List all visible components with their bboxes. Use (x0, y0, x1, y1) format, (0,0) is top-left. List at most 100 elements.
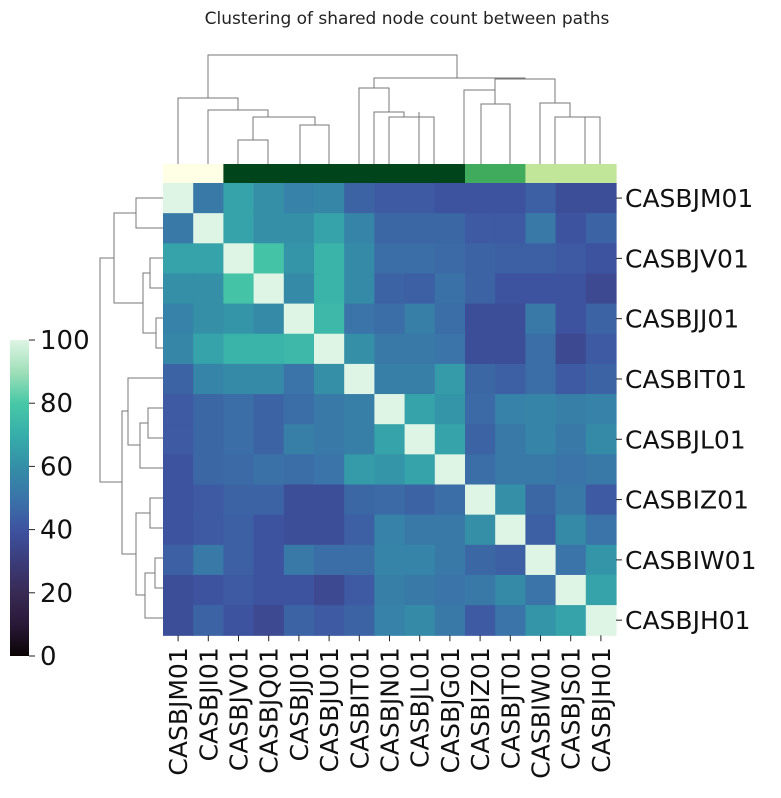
cluster-color-cell (314, 164, 345, 183)
heatmap-cell (283, 333, 315, 365)
heatmap-cell (193, 394, 224, 425)
heatmap-cell (555, 273, 587, 305)
dendrogram-link (127, 377, 163, 446)
heatmap-cell (283, 183, 315, 214)
heatmap-cell (465, 424, 496, 455)
dendrogram-link (480, 103, 511, 164)
heatmap-cell (163, 424, 194, 455)
dendrogram-link (149, 257, 163, 289)
dendrogram-link (299, 124, 330, 164)
heatmap-cell (253, 243, 285, 275)
heatmap-cell (525, 454, 557, 486)
heatmap-cell (163, 605, 194, 636)
dendrogram-link (149, 497, 163, 529)
heatmap-cell (163, 243, 194, 275)
cluster-color-cell (585, 164, 617, 183)
dendrogram-link (418, 116, 435, 164)
heatmap-cell (434, 183, 466, 214)
heatmap-cell (465, 213, 496, 244)
heatmap-cell (465, 574, 496, 606)
heatmap-cell (404, 273, 436, 305)
heatmap-cell (555, 544, 587, 576)
x-tick-label: CASBJL01 (406, 647, 435, 768)
heatmap-cell (193, 243, 224, 275)
heatmap-cell (495, 484, 526, 516)
heatmap-cell (374, 363, 406, 395)
heatmap-cell (223, 243, 255, 275)
heatmap-cell (585, 213, 617, 244)
x-tick-label: CASBJN01 (376, 647, 405, 772)
heatmap-cell (344, 454, 375, 486)
heatmap-cell (495, 303, 526, 335)
heatmap-cell (223, 454, 255, 486)
heatmap-cell (434, 605, 466, 636)
heatmap-cell (344, 484, 375, 516)
cluster-color-cell (465, 164, 496, 183)
x-tick-label: CASBIZ01 (466, 647, 495, 771)
heatmap-cell (434, 424, 466, 455)
heatmap-cell (163, 183, 194, 214)
cluster-color-cell (374, 164, 406, 183)
dendrogram-link (207, 109, 269, 164)
heatmap-cell (585, 605, 617, 636)
heatmap-cell (283, 213, 315, 244)
heatmap-cell (163, 454, 194, 486)
heatmap-cell (223, 183, 255, 214)
cluster-color-cell (555, 164, 587, 183)
heatmap-cell (434, 484, 466, 516)
heatmap-cell (404, 333, 436, 365)
heatmap-cell (465, 333, 496, 365)
heatmap-cell (495, 273, 526, 305)
colorbar-tick-label: 60 (40, 452, 73, 482)
heatmap-cell (163, 514, 194, 546)
heatmap-cell (314, 183, 345, 214)
heatmap-cell (495, 544, 526, 576)
dendrogram-link (135, 197, 163, 229)
heatmap-cell (314, 213, 345, 244)
heatmap-cell (465, 394, 496, 425)
heatmap-cell (555, 574, 587, 606)
x-tick-label: CASBJJ01 (285, 647, 314, 761)
dendrogram-link (155, 317, 163, 349)
dendrogram-link (252, 116, 316, 140)
heatmap-cell (223, 424, 255, 455)
dendrogram-link (554, 116, 586, 164)
heatmap-cell (283, 454, 315, 486)
heatmap-cell (253, 514, 285, 546)
heatmap-cell (555, 484, 587, 516)
heatmap-cell (495, 574, 526, 606)
heatmap-cell (283, 303, 315, 335)
heatmap-cell (253, 273, 285, 305)
heatmap-cell (253, 363, 285, 395)
y-tick-label: CASBIW01 (625, 546, 756, 575)
heatmap-cell (495, 514, 526, 546)
heatmap-cell (223, 394, 255, 425)
heatmap-cell (434, 544, 466, 576)
heatmap-cell (404, 303, 436, 335)
heatmap-cell (374, 605, 406, 636)
heatmap-cell (525, 424, 557, 455)
heatmap-cell (344, 605, 375, 636)
dendrogram-link (570, 116, 601, 164)
cluster-color-cell (404, 164, 436, 183)
x-tick-label: CASBJM01 (164, 647, 193, 775)
dendrogram-link (144, 572, 163, 619)
heatmap-cell (525, 544, 557, 576)
heatmap-cell (495, 394, 526, 425)
heatmap-cell (344, 394, 375, 425)
heatmap-cell (193, 514, 224, 546)
colorbar-tick-label: 20 (40, 579, 73, 609)
y-tick-label: CASBJH01 (625, 606, 751, 635)
heatmap-cell (585, 394, 617, 425)
heatmap-cell (404, 574, 436, 606)
heatmap-cell (434, 273, 466, 305)
heatmap-cell (434, 333, 466, 365)
heatmap-cell (434, 514, 466, 546)
colorbar-tick-label: 40 (40, 516, 73, 546)
heatmap-cell (465, 544, 496, 576)
heatmap-cell (585, 574, 617, 606)
heatmap-cell (555, 303, 587, 335)
heatmap-cell (344, 303, 375, 335)
heatmap-cell (434, 394, 466, 425)
